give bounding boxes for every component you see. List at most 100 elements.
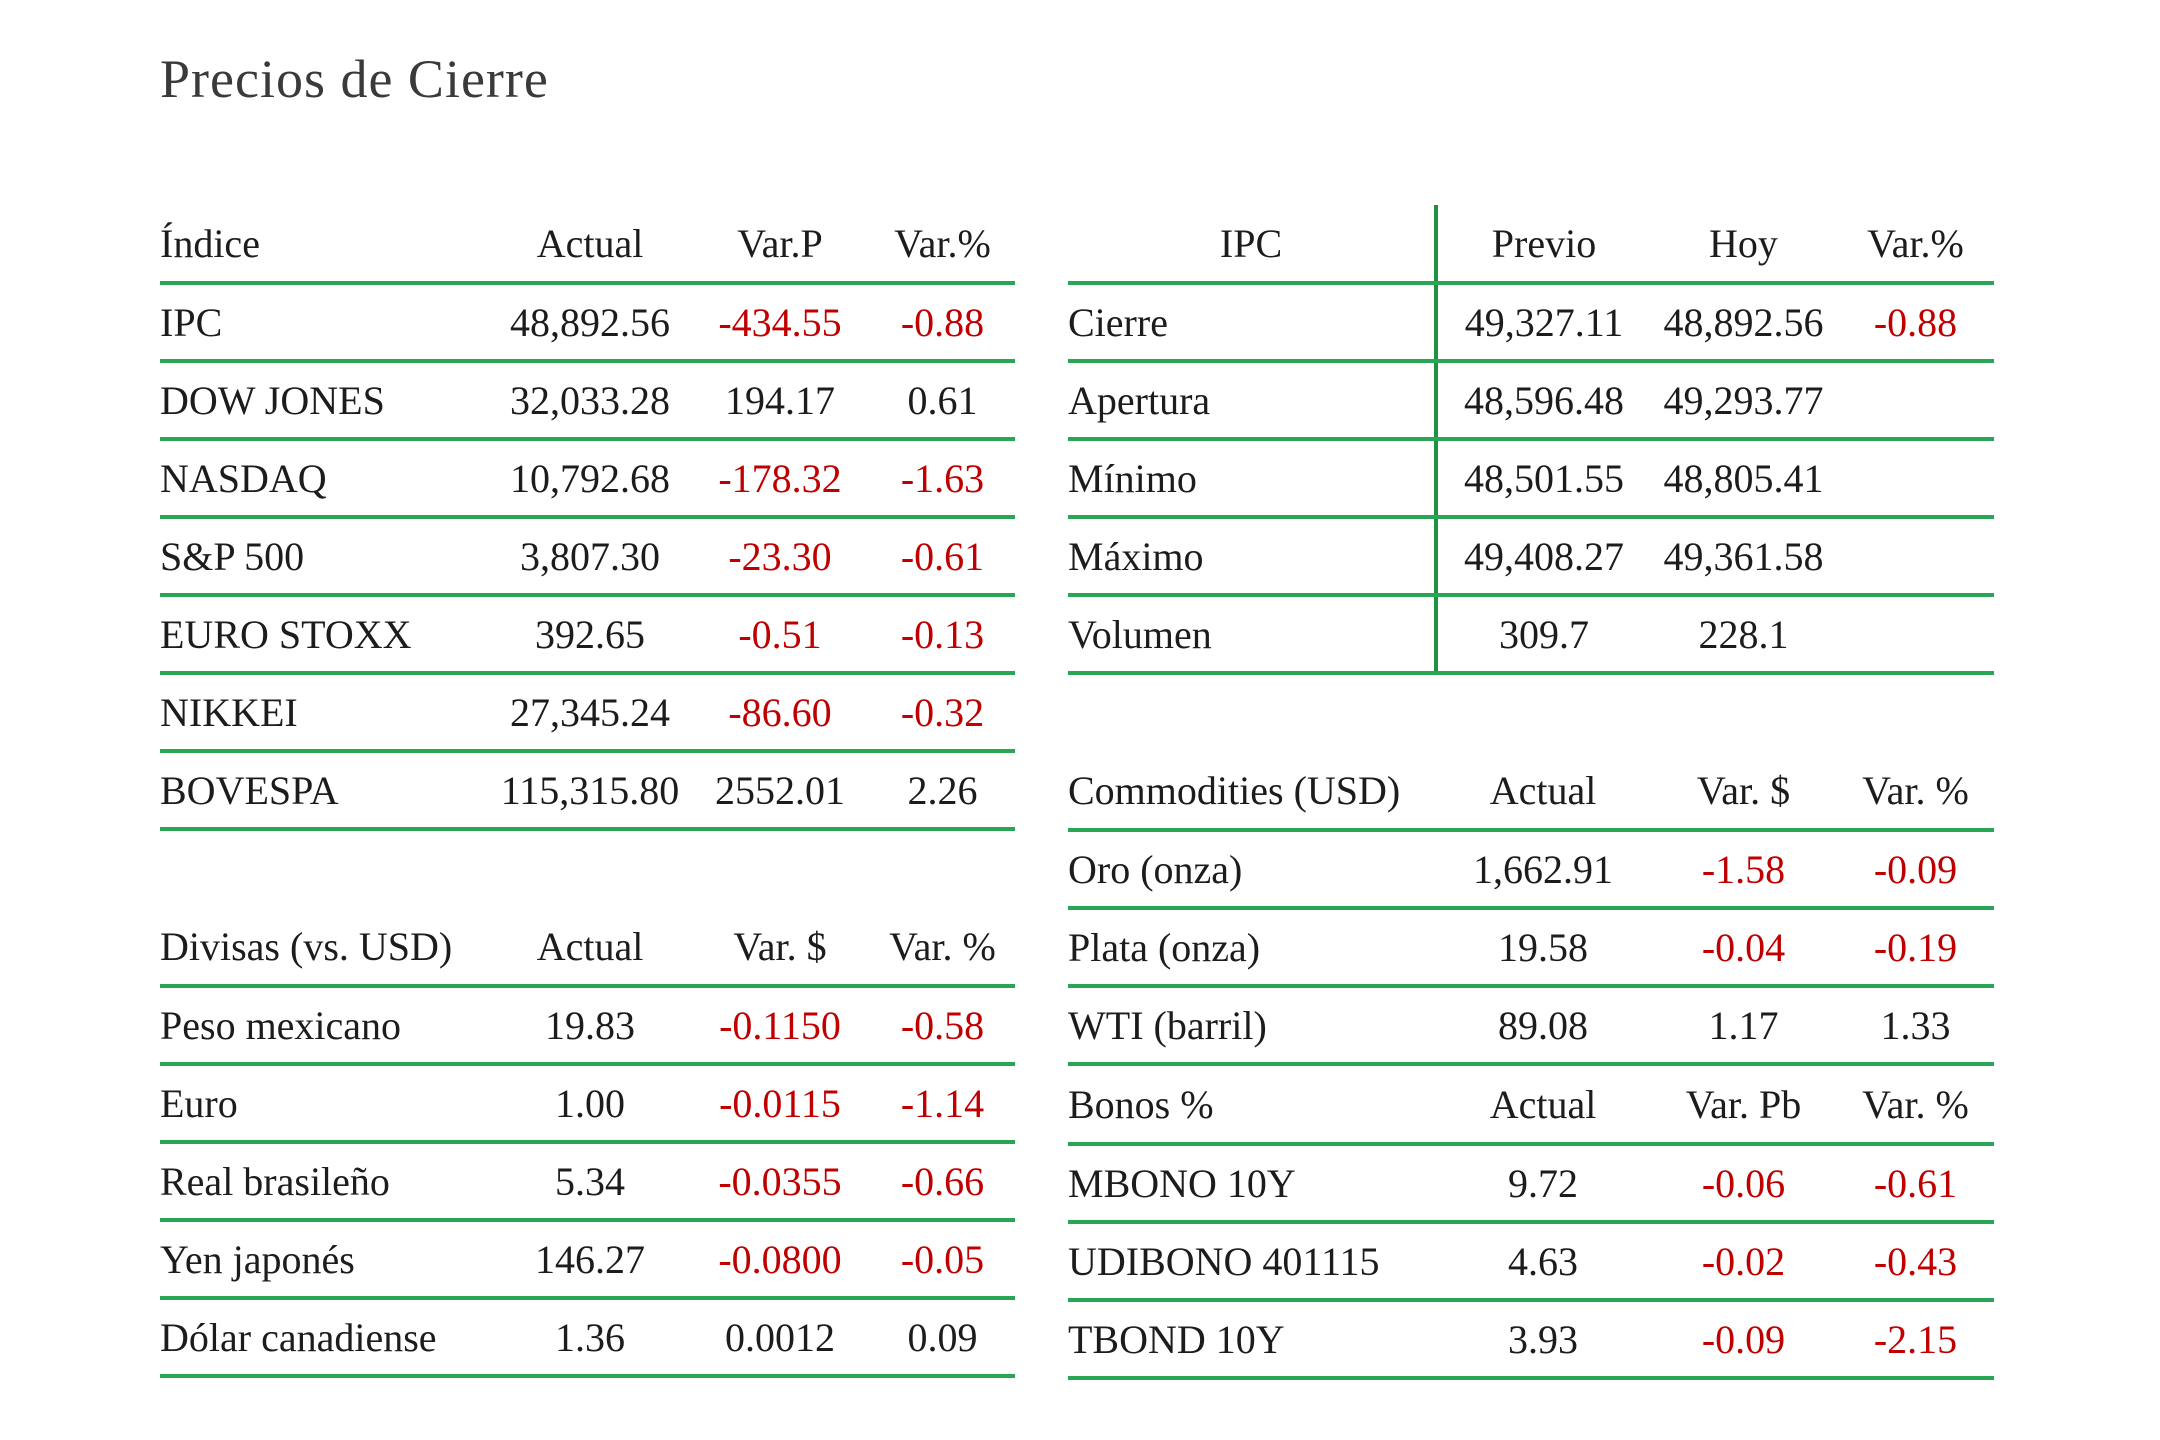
value-cell: 228.1 <box>1650 595 1837 675</box>
row-label-cell: EURO STOXX <box>160 595 490 675</box>
left-column: Índice Actual Var.P Var.% IPC 48,892.56 -4… <box>160 205 1015 1378</box>
row-label-cell: Real brasileño <box>160 1142 490 1222</box>
value-cell: 0.61 <box>870 361 1015 441</box>
indices-header-varp: Var.P <box>690 205 870 285</box>
value-cell: -23.30 <box>690 517 870 597</box>
value-cell: 2.26 <box>870 751 1015 831</box>
value-cell: 48,805.41 <box>1650 439 1837 519</box>
value-cell: 27,345.24 <box>490 673 690 753</box>
value-cell: 392.65 <box>490 595 690 675</box>
value-cell: -1.14 <box>870 1064 1015 1144</box>
commodities-header-vard: Var. $ <box>1650 752 1837 832</box>
value-cell: 19.58 <box>1436 908 1650 988</box>
table-row: S&P 500 3,807.30 -23.30 -0.61 <box>160 517 1015 597</box>
table-row: BOVESPA 115,315.80 2552.01 2.26 <box>160 751 1015 831</box>
right-column: IPC Previo Hoy Var.% Cierre 49,327.11 48,8… <box>1068 205 1994 1380</box>
value-cell: -0.04 <box>1650 908 1837 988</box>
value-cell: 3,807.30 <box>490 517 690 597</box>
value-cell: 0.0012 <box>690 1298 870 1378</box>
value-cell: 5.34 <box>490 1142 690 1222</box>
value-cell: -2.15 <box>1837 1300 1994 1380</box>
indices-header-row: Índice Actual Var.P Var.% <box>160 205 1015 285</box>
value-cell: 194.17 <box>690 361 870 441</box>
table-row: UDIBONO 401115 4.63 -0.02 -0.43 <box>1068 1222 1994 1302</box>
row-label-cell: UDIBONO 401115 <box>1068 1222 1436 1302</box>
value-cell: -0.09 <box>1650 1300 1837 1380</box>
table-row: Plata (onza) 19.58 -0.04 -0.19 <box>1068 908 1994 988</box>
commodities-header-actual: Actual <box>1436 752 1650 832</box>
value-cell: -178.32 <box>690 439 870 519</box>
table-row: Máximo 49,408.27 49,361.58 <box>1068 517 1994 597</box>
value-cell: 115,315.80 <box>490 751 690 831</box>
row-label-cell: Dólar canadiense <box>160 1298 490 1378</box>
value-cell: 19.83 <box>490 986 690 1066</box>
row-label-cell: Cierre <box>1068 283 1438 363</box>
value-cell: 1.36 <box>490 1298 690 1378</box>
bonos-header-varpct: Var. % <box>1837 1066 1994 1146</box>
table-row: Volumen 309.7 228.1 <box>1068 595 1994 675</box>
table-row: DOW JONES 32,033.28 194.17 0.61 <box>160 361 1015 441</box>
row-label-cell: WTI (barril) <box>1068 986 1436 1066</box>
value-cell: 3.93 <box>1436 1300 1650 1380</box>
row-label-cell: Yen japonés <box>160 1220 490 1300</box>
value-cell: -0.09 <box>1837 830 1994 910</box>
value-cell: 0.09 <box>870 1298 1015 1378</box>
value-cell: 49,293.77 <box>1650 361 1837 441</box>
value-cell: -0.88 <box>1837 283 1994 363</box>
value-cell: -86.60 <box>690 673 870 753</box>
value-cell <box>1837 595 1994 675</box>
value-cell: 1.33 <box>1837 986 1994 1066</box>
value-cell: 4.63 <box>1436 1222 1650 1302</box>
value-cell: -0.19 <box>1837 908 1994 988</box>
row-label-cell: Peso mexicano <box>160 986 490 1066</box>
table-row: Euro 1.00 -0.0115 -1.14 <box>160 1064 1015 1144</box>
value-cell: -0.0800 <box>690 1220 870 1300</box>
value-cell: 49,327.11 <box>1436 283 1650 363</box>
row-label-cell: NASDAQ <box>160 439 490 519</box>
row-label-cell: Euro <box>160 1064 490 1144</box>
table-row: IPC 48,892.56 -434.55 -0.88 <box>160 283 1015 363</box>
ipc-header-previo: Previo <box>1436 205 1650 285</box>
commodities-header-label: Commodities (USD) <box>1068 752 1436 832</box>
indices-header-actual: Actual <box>490 205 690 285</box>
bonos-header-actual: Actual <box>1436 1066 1650 1146</box>
divisas-header-row: Divisas (vs. USD) Actual Var. $ Var. % <box>160 908 1015 988</box>
value-cell: 49,361.58 <box>1650 517 1837 597</box>
value-cell <box>1837 517 1994 597</box>
table-row: Dólar canadiense 1.36 0.0012 0.09 <box>160 1298 1015 1378</box>
value-cell: -0.0115 <box>690 1064 870 1144</box>
value-cell <box>1837 439 1994 519</box>
bonos-header-label: Bonos % <box>1068 1066 1436 1146</box>
row-label-cell: Volumen <box>1068 595 1438 675</box>
bonos-header-varpb: Var. Pb <box>1650 1066 1837 1146</box>
value-cell: 48,596.48 <box>1436 361 1650 441</box>
indices-header-indice: Índice <box>160 205 490 285</box>
value-cell <box>1837 361 1994 441</box>
divisas-header-label: Divisas (vs. USD) <box>160 908 490 988</box>
table-row: WTI (barril) 89.08 1.17 1.33 <box>1068 986 1994 1066</box>
value-cell: 89.08 <box>1436 986 1650 1066</box>
row-label-cell: BOVESPA <box>160 751 490 831</box>
value-cell: 48,501.55 <box>1436 439 1650 519</box>
value-cell: -0.66 <box>870 1142 1015 1222</box>
indices-header-varpct: Var.% <box>870 205 1015 285</box>
value-cell: -0.32 <box>870 673 1015 753</box>
value-cell: 309.7 <box>1436 595 1650 675</box>
table-row: Cierre 49,327.11 48,892.56 -0.88 <box>1068 283 1994 363</box>
value-cell: 48,892.56 <box>490 283 690 363</box>
value-cell: 146.27 <box>490 1220 690 1300</box>
value-cell: -0.1150 <box>690 986 870 1066</box>
value-cell: 32,033.28 <box>490 361 690 441</box>
ipc-detail-table: IPC Previo Hoy Var.% Cierre 49,327.11 48,8… <box>1068 205 1994 675</box>
value-cell: -0.51 <box>690 595 870 675</box>
ipc-header-row: IPC Previo Hoy Var.% <box>1068 205 1994 285</box>
table-row: Yen japonés 146.27 -0.0800 -0.05 <box>160 1220 1015 1300</box>
row-label-cell: Máximo <box>1068 517 1438 597</box>
indices-table: Índice Actual Var.P Var.% IPC 48,892.56 -4… <box>160 205 1015 831</box>
table-row: EURO STOXX 392.65 -0.51 -0.13 <box>160 595 1015 675</box>
row-label-cell: Mínimo <box>1068 439 1438 519</box>
divisas-header-vard: Var. $ <box>690 908 870 988</box>
value-cell: -0.43 <box>1837 1222 1994 1302</box>
value-cell: -434.55 <box>690 283 870 363</box>
bonos-table: Bonos % Actual Var. Pb Var. % MBONO 10Y 9… <box>1068 1066 1994 1380</box>
